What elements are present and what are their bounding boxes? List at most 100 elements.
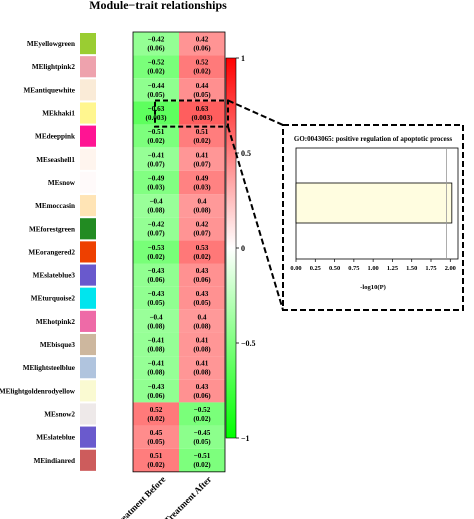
inset-tick-label: 1.00 [368, 265, 379, 272]
cell-pvalue: (0.07) [147, 230, 165, 238]
cell-pvalue: (0.02) [193, 253, 211, 261]
cell-pvalue: (0.02) [147, 461, 165, 469]
row-label: MElightpink2 [32, 63, 76, 71]
cell-correlation: 0.42 [196, 221, 209, 229]
heatmap-cell [179, 101, 225, 125]
row-label: MEdeeppink [35, 133, 75, 141]
module-swatch [80, 426, 96, 448]
inset-tick-label: 0.75 [348, 265, 359, 272]
row-label: MEantiquewhite [23, 86, 75, 94]
colorbar-tick-label: −0.5 [241, 339, 256, 348]
heatmap-cell [133, 356, 179, 380]
module-swatch [80, 102, 96, 124]
cell-correlation: 0.43 [196, 383, 209, 391]
heatmap-cell [133, 379, 179, 403]
cell-pvalue: (0.02) [193, 68, 211, 76]
module-swatch [80, 333, 96, 356]
cell-pvalue: (0.02) [193, 461, 211, 469]
heatmap-cell [133, 147, 179, 171]
heatmap-cell [179, 356, 225, 380]
cell-pvalue: (0.06) [193, 392, 211, 400]
connector-line [227, 99, 284, 126]
heatmap-cell [133, 170, 179, 195]
heatmap: MEyellowgreen−0.42(0.06)0.42(0.06)MEligh… [0, 31, 226, 519]
cell-pvalue: (0.07) [147, 160, 165, 168]
row-label: MEhotpink2 [36, 318, 76, 326]
cell-pvalue: (0.08) [147, 322, 165, 330]
row-label: MEsnow [48, 179, 76, 187]
cell-correlation: −0.41 [148, 360, 165, 368]
module-swatch [80, 79, 96, 101]
colorbar-tick-label: −1 [241, 434, 250, 443]
cell-pvalue: (0.05) [193, 438, 211, 446]
cell-correlation: 0.51 [150, 452, 163, 460]
cell-pvalue: (0.06) [193, 276, 211, 284]
cell-correlation: 0.44 [196, 82, 209, 90]
row-label: MEyellowgreen [27, 40, 75, 48]
cell-correlation: 0.41 [196, 360, 209, 368]
cell-pvalue: (0.07) [193, 230, 211, 238]
colorbar-tick-label: 1 [241, 54, 245, 63]
heatmap-cell [179, 78, 225, 102]
cell-correlation: −0.42 [148, 36, 165, 44]
cell-correlation: −0.63 [148, 105, 165, 113]
heatmap-cell [179, 32, 225, 56]
colorbar-tick-label: 0 [241, 244, 245, 253]
connector-line [227, 126, 284, 311]
cell-correlation: −0.45 [194, 429, 211, 437]
cell-correlation: 0.43 [196, 290, 209, 298]
highlight-box [154, 99, 229, 128]
heatmap-cell [133, 402, 179, 426]
cell-correlation: −0.44 [148, 82, 165, 90]
cell-correlation: 0.4 [198, 198, 207, 206]
heatmap-cell [179, 240, 225, 264]
heatmap-cell [133, 309, 179, 333]
heatmap-cell [133, 194, 179, 218]
heatmap-cell [133, 55, 179, 79]
cell-correlation: 0.63 [196, 105, 209, 113]
inset-xlabel: -log10(P) [360, 284, 386, 291]
cell-pvalue: (0.06) [147, 45, 165, 53]
heatmap-cell [133, 425, 179, 449]
heatmap-cell [179, 379, 225, 403]
cell-correlation: −0.43 [148, 383, 165, 391]
cell-correlation: 0.41 [196, 151, 209, 159]
heatmap-cell [179, 170, 225, 195]
cell-correlation: −0.4 [149, 313, 162, 321]
colorbar: 1 0.5 0 −0.5 −1 [225, 54, 256, 443]
inset-tick-label: 2.00 [445, 265, 456, 272]
heatmap-cell [179, 402, 225, 426]
inset-bar [295, 182, 453, 224]
cell-correlation: 0.4 [198, 313, 207, 321]
heatmap-cell [179, 217, 225, 241]
inset-tick-label: 1.50 [406, 265, 417, 272]
cell-pvalue: (0.05) [193, 91, 211, 99]
cell-correlation: −0.41 [148, 151, 165, 159]
cell-correlation: 0.53 [196, 244, 209, 252]
row-label: MEseashell1 [36, 156, 75, 164]
cell-correlation: 0.45 [150, 429, 163, 437]
row-label: MEslateblue [36, 434, 75, 442]
cell-correlation: 0.52 [150, 406, 163, 414]
cell-pvalue: (0.02) [147, 253, 165, 261]
module-swatch [80, 264, 96, 286]
column-label: Treatment Before [112, 474, 167, 519]
heatmap-cell [179, 309, 225, 333]
heatmap-cell [133, 332, 179, 357]
cell-correlation: −0.53 [148, 244, 165, 252]
inset-frame [282, 124, 464, 311]
cell-pvalue: (0.05) [147, 91, 165, 99]
heatmap-cell [133, 448, 179, 472]
inset-tick-label: 0.50 [329, 265, 340, 272]
cell-pvalue: (0.02) [147, 68, 165, 76]
cell-pvalue: (0.05) [147, 299, 165, 307]
cell-correlation: 0.43 [196, 267, 209, 275]
cell-correlation: −0.43 [148, 290, 165, 298]
module-swatch [80, 310, 96, 332]
cell-correlation: 0.49 [196, 174, 209, 182]
cell-correlation: 0.42 [196, 36, 209, 44]
cell-correlation: −0.4 [149, 198, 162, 206]
cell-correlation: −0.51 [194, 452, 211, 460]
cell-correlation: −0.52 [194, 406, 211, 414]
